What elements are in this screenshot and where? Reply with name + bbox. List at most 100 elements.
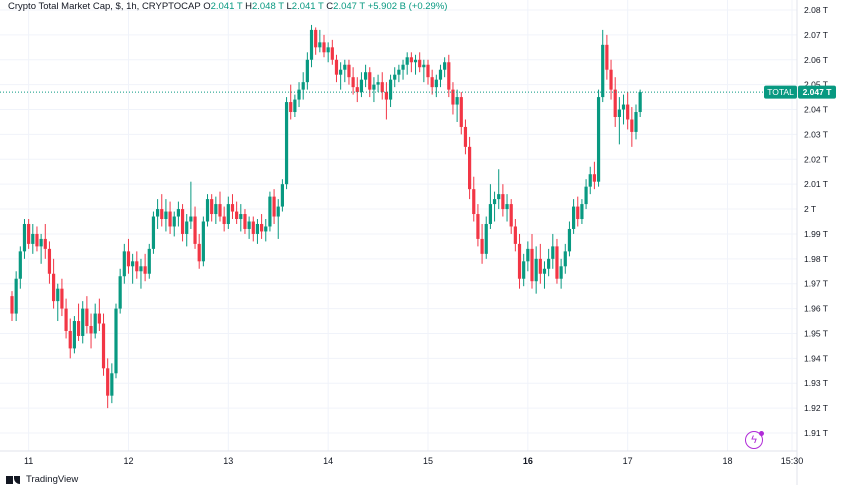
candle <box>31 223 35 254</box>
price-tick-label: 2.03 T <box>804 129 828 139</box>
candle-body <box>309 29 314 60</box>
candle <box>426 59 430 85</box>
candle <box>434 74 438 98</box>
candle <box>572 199 576 234</box>
candle <box>422 59 426 83</box>
candle-body <box>422 64 426 68</box>
candle <box>176 201 180 227</box>
candle <box>247 216 251 239</box>
candle-body <box>151 216 156 249</box>
candle <box>418 52 422 73</box>
candle-body <box>10 296 14 314</box>
candle <box>513 219 517 252</box>
candle-body <box>326 47 330 53</box>
candle-body <box>247 221 251 229</box>
candle <box>230 194 235 220</box>
candle <box>293 94 297 117</box>
candle <box>605 34 609 80</box>
candle <box>255 219 260 244</box>
time-tick-label: 11 <box>24 456 33 466</box>
candle <box>60 278 64 317</box>
candle <box>210 194 214 222</box>
candle <box>588 166 592 195</box>
candle-body <box>551 246 555 259</box>
candle-body <box>443 62 447 70</box>
candle-body <box>64 308 68 331</box>
candle <box>326 42 330 63</box>
candle-body <box>434 79 438 88</box>
candle-body <box>126 251 131 267</box>
candle-body <box>276 206 280 217</box>
candle <box>488 184 492 229</box>
candle-body <box>264 226 268 232</box>
candle <box>56 283 60 322</box>
candle <box>22 219 27 259</box>
candle-body <box>480 238 484 254</box>
candle-body <box>147 248 151 274</box>
legend-change: +5.902 B (+0.29%) <box>367 1 448 12</box>
candle <box>147 243 151 279</box>
price-tick-label: 1.97 T <box>804 279 828 289</box>
candle <box>584 179 588 210</box>
candle <box>322 34 326 58</box>
price-tick-label: 1.95 T <box>804 328 828 338</box>
candle <box>359 72 364 98</box>
candle-body <box>135 261 139 272</box>
candle <box>160 194 164 227</box>
candle <box>463 119 468 155</box>
candle <box>596 89 601 187</box>
candle-body <box>56 288 60 302</box>
legend-close-key: C <box>326 1 334 12</box>
candle-body <box>226 204 230 224</box>
candle <box>89 313 93 349</box>
legend-high-key: H <box>245 1 252 12</box>
candle-body <box>22 223 27 252</box>
candle <box>197 233 201 269</box>
candle-body <box>355 87 359 93</box>
candle <box>172 211 176 237</box>
candle <box>297 82 301 108</box>
candle-body <box>364 72 368 80</box>
candle <box>509 199 513 234</box>
candle-body <box>272 196 276 217</box>
candle-body <box>613 89 617 117</box>
candle <box>239 204 243 232</box>
candle-body <box>268 196 272 227</box>
candle-body <box>68 330 72 349</box>
candle-body <box>451 89 455 105</box>
candle-body <box>156 209 160 217</box>
legend-low-key: L <box>286 1 292 12</box>
candle <box>243 209 247 234</box>
candle <box>222 206 226 232</box>
candle <box>68 318 72 359</box>
candle <box>52 258 56 309</box>
candle <box>93 303 97 339</box>
candle-body <box>384 92 388 100</box>
candle <box>110 363 114 404</box>
candle-body <box>172 216 176 227</box>
candle <box>339 62 343 90</box>
lightning-icon[interactable]: ϟ <box>745 431 764 449</box>
candle <box>609 59 613 100</box>
candle <box>106 358 110 409</box>
candle-body <box>106 368 110 396</box>
candle-body <box>280 184 284 207</box>
candle-body <box>235 211 239 220</box>
candle <box>118 268 122 314</box>
candle <box>555 238 559 284</box>
price-tick-label: 2.07 T <box>804 30 828 40</box>
candle-body <box>517 243 522 279</box>
price-tag-value: 2.047 T <box>803 87 833 97</box>
candle-body <box>601 44 605 98</box>
candle <box>27 219 31 249</box>
candle <box>18 246 22 289</box>
candle <box>459 92 463 135</box>
candle-body <box>484 223 488 254</box>
candle-body <box>139 266 143 272</box>
candle-body <box>409 57 413 63</box>
candle-body <box>459 97 463 127</box>
candle-body <box>47 248 52 274</box>
candle <box>101 313 106 376</box>
candle <box>10 291 14 322</box>
